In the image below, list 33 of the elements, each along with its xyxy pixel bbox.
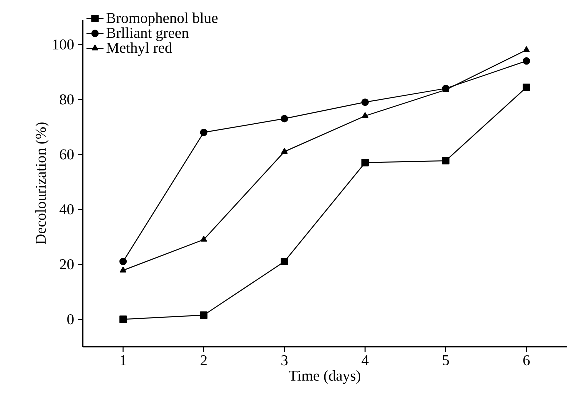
- x-tick-label: 4: [362, 356, 369, 366]
- legend-label: Brlliant green: [106, 28, 189, 42]
- point: [200, 236, 208, 242]
- point: [362, 112, 369, 118]
- point: [200, 128, 208, 136]
- x-axis-title: Time (days): [289, 370, 361, 384]
- y-tick-label: 80: [60, 94, 74, 105]
- point: [280, 115, 288, 123]
- y-tick-label: 20: [60, 259, 74, 270]
- point: [200, 312, 208, 320]
- y-tick-label: 40: [60, 204, 74, 215]
- y-tick-label: 60: [60, 150, 74, 160]
- point: [120, 316, 128, 324]
- point: [362, 159, 370, 167]
- point: [280, 258, 288, 266]
- point: [281, 148, 288, 154]
- y-tick-label: 0: [68, 314, 74, 325]
- legend-label: Methyl red: [106, 42, 172, 56]
- y-axis-title: Decolourization (%): [36, 122, 50, 244]
- point: [362, 98, 370, 106]
- x-tick-label: 3: [282, 356, 288, 366]
- point: [523, 46, 530, 52]
- legend-label: Bromophenol blue: [106, 12, 218, 26]
- point: [120, 258, 128, 266]
- point: [120, 266, 127, 273]
- point: [522, 84, 530, 92]
- point: [522, 58, 530, 65]
- x-tick-label: 1: [120, 356, 126, 366]
- x-tick-label: 2: [200, 356, 207, 366]
- y-tick-label: 100: [53, 40, 74, 50]
- x-tick-label: 5: [443, 356, 450, 366]
- point: [442, 157, 450, 165]
- x-tick-label: 6: [524, 356, 530, 366]
